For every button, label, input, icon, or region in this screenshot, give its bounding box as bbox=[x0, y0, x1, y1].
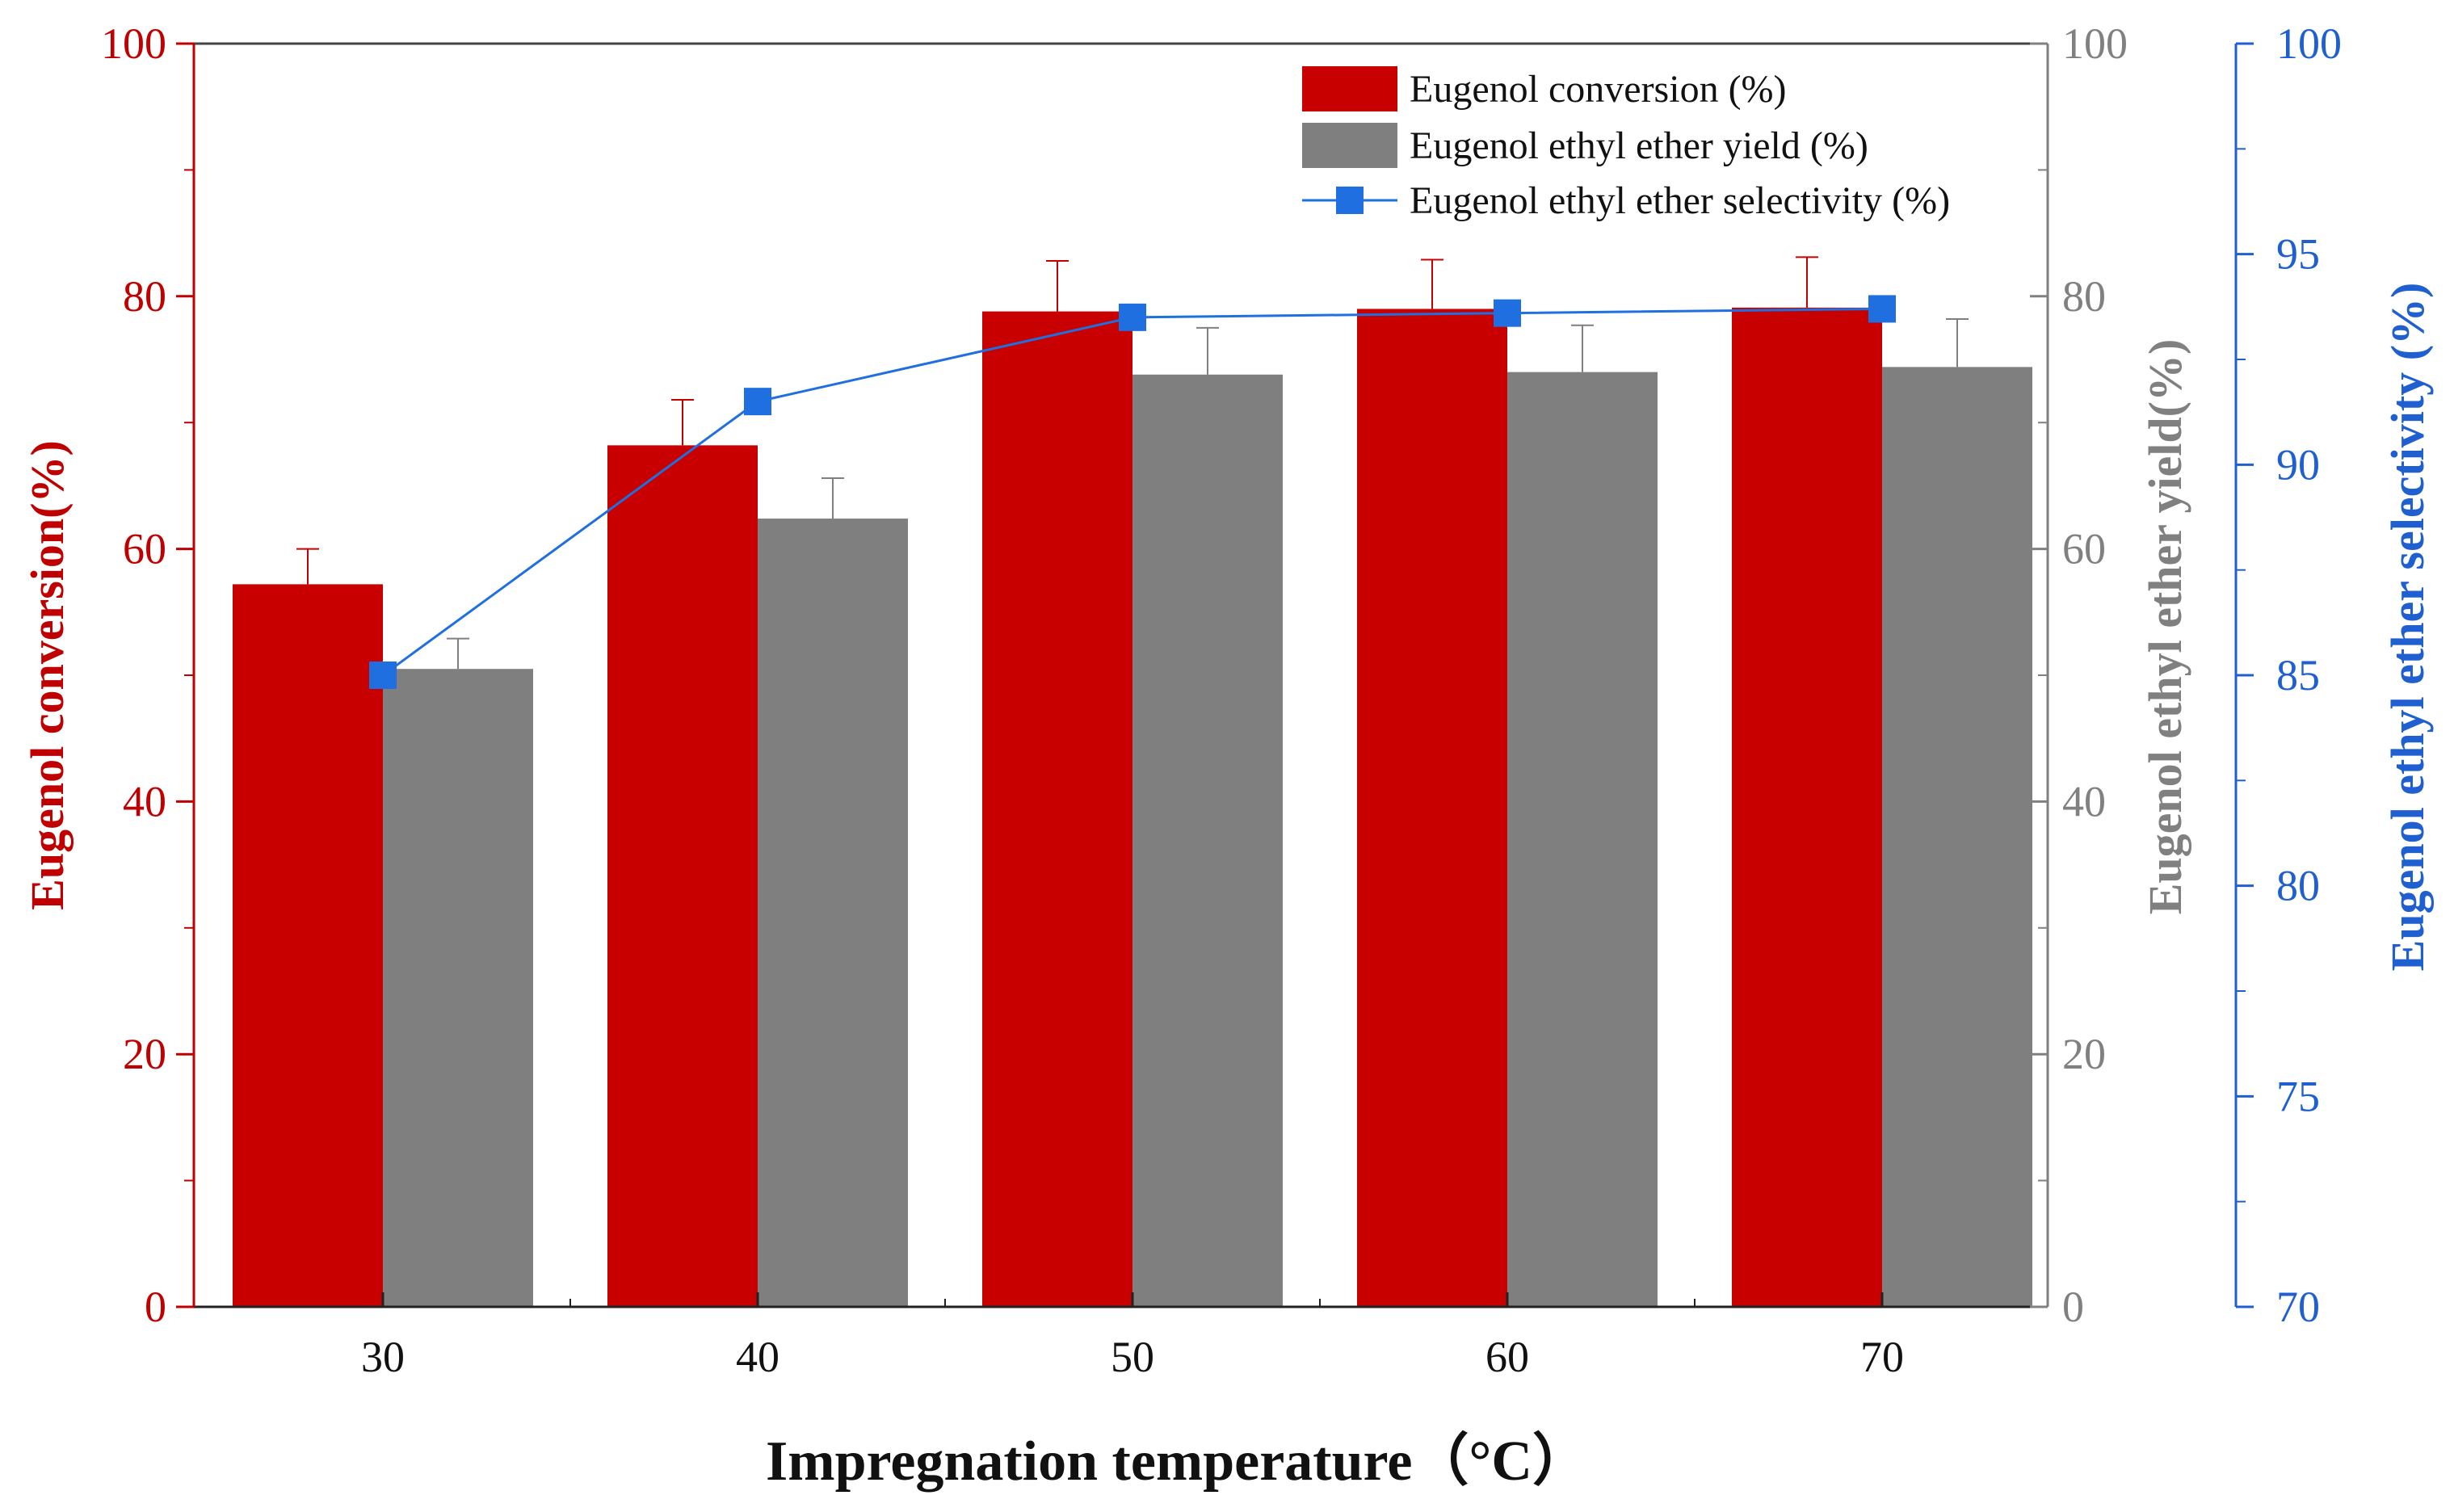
conversion-bar bbox=[233, 584, 383, 1307]
x-tick-label: 70 bbox=[1860, 1333, 1904, 1381]
selectivity-line-layer bbox=[369, 295, 1896, 689]
right-selectivity-tick-label: 85 bbox=[2276, 651, 2320, 699]
x-axis-title: Impregnation temperature（°C） bbox=[766, 1430, 1589, 1493]
axis-titles: Eugenol conversion(%) Eugenol ethyl ether… bbox=[21, 283, 2434, 1493]
selectivity-marker bbox=[369, 662, 397, 689]
left-y-tick-label: 20 bbox=[123, 1030, 166, 1078]
left-y-tick-label: 80 bbox=[123, 272, 166, 321]
legend-selectivity-marker bbox=[1336, 187, 1364, 214]
yield-bar bbox=[383, 669, 533, 1307]
right-yield-tick-label: 100 bbox=[2062, 19, 2128, 68]
conversion-bar bbox=[1357, 309, 1507, 1308]
selectivity-marker bbox=[1119, 303, 1146, 331]
right-yield-tick-label: 80 bbox=[2062, 272, 2106, 321]
yield-bar bbox=[1882, 367, 2032, 1307]
left-y-tick-label: 60 bbox=[123, 525, 166, 573]
conversion-bar bbox=[1732, 307, 1882, 1308]
x-tick-label: 40 bbox=[736, 1333, 779, 1381]
right-yield-axis-title: Eugenol ethyl ether yield(%) bbox=[2139, 339, 2191, 915]
right-selectivity-tick-label: 100 bbox=[2276, 19, 2342, 68]
left-y-tick-label: 40 bbox=[123, 777, 166, 825]
selectivity-marker bbox=[744, 388, 771, 416]
selectivity-marker bbox=[1494, 299, 1521, 327]
legend-yield-label: Eugenol ethyl ether yield (%) bbox=[1410, 124, 1868, 167]
x-tick-label: 30 bbox=[361, 1333, 405, 1381]
right-selectivity-tick-label: 75 bbox=[2276, 1072, 2320, 1120]
selectivity-marker bbox=[1868, 295, 1896, 323]
right-yield-tick-label: 0 bbox=[2062, 1283, 2084, 1331]
bars-layer bbox=[233, 307, 2032, 1308]
right-yield-tick-label: 60 bbox=[2062, 525, 2106, 573]
yield-bar bbox=[1132, 374, 1283, 1307]
conversion-bar bbox=[982, 311, 1132, 1307]
axes-layer: 0 20 40 60 80 100 0 20 40 60 80 100 70 75 80 85 90 95 100 3… bbox=[101, 19, 2342, 1381]
yield-bar bbox=[1507, 372, 1658, 1307]
right-selectivity-tick-label: 90 bbox=[2276, 440, 2320, 489]
x-tick-label: 50 bbox=[1111, 1333, 1154, 1381]
yield-bar bbox=[758, 519, 908, 1307]
legend: Eugenol conversion (%) Eugenol ethyl ethe… bbox=[1302, 66, 1950, 222]
right-selectivity-axis-title: Eugenol ethyl ether selectivity (%) bbox=[2381, 283, 2434, 972]
left-y-tick-label: 100 bbox=[101, 19, 166, 68]
right-selectivity-tick-label: 70 bbox=[2276, 1283, 2320, 1331]
x-tick-label: 60 bbox=[1485, 1333, 1529, 1381]
left-y-tick-label: 0 bbox=[145, 1283, 166, 1331]
legend-yield-swatch bbox=[1302, 123, 1397, 168]
legend-selectivity-label: Eugenol ethyl ether selectivity (%) bbox=[1410, 179, 1950, 222]
conversion-bar bbox=[607, 445, 758, 1307]
legend-conversion-label: Eugenol conversion (%) bbox=[1410, 68, 1787, 111]
right-yield-tick-label: 20 bbox=[2062, 1030, 2106, 1078]
right-yield-tick-label: 40 bbox=[2062, 777, 2106, 825]
error-bars-layer bbox=[296, 256, 1969, 670]
right-selectivity-tick-label: 80 bbox=[2276, 862, 2320, 910]
left-y-axis-title: Eugenol conversion(%) bbox=[21, 440, 74, 910]
right-selectivity-tick-label: 95 bbox=[2276, 230, 2320, 279]
legend-conversion-swatch bbox=[1302, 66, 1397, 111]
